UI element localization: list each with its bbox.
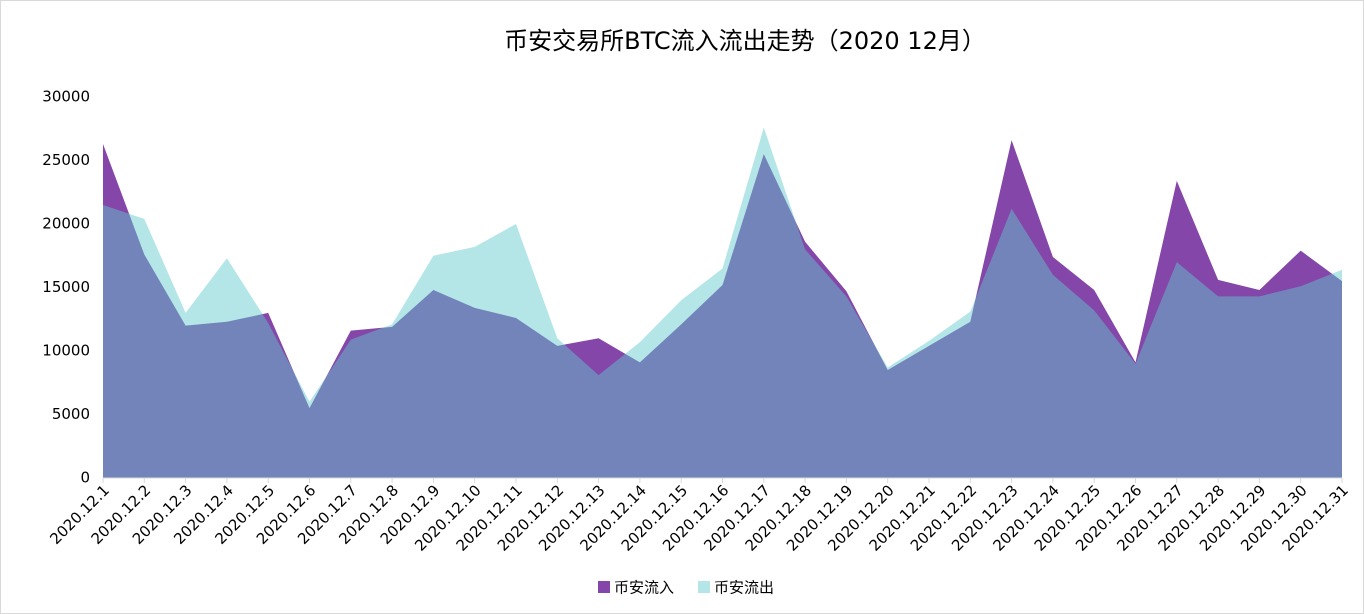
legend-label: 币安流入 (614, 579, 674, 597)
area (103, 140, 1342, 478)
y-tick-label: 10000 (42, 342, 90, 360)
y-tick-label: 0 (80, 469, 90, 487)
y-tick-label: 5000 (52, 405, 90, 423)
y-tick-label: 25000 (42, 151, 90, 169)
chart-title: 币安交易所BTC流入流出走势（2020 12月） (504, 27, 986, 55)
y-tick-label: 15000 (42, 278, 90, 296)
area (103, 127, 1342, 478)
y-tick-label: 30000 (42, 88, 90, 106)
legend-swatch (598, 581, 610, 593)
y-tick-label: 20000 (42, 215, 90, 233)
legend-label: 币安流出 (714, 579, 774, 597)
legend-swatch (698, 581, 710, 593)
